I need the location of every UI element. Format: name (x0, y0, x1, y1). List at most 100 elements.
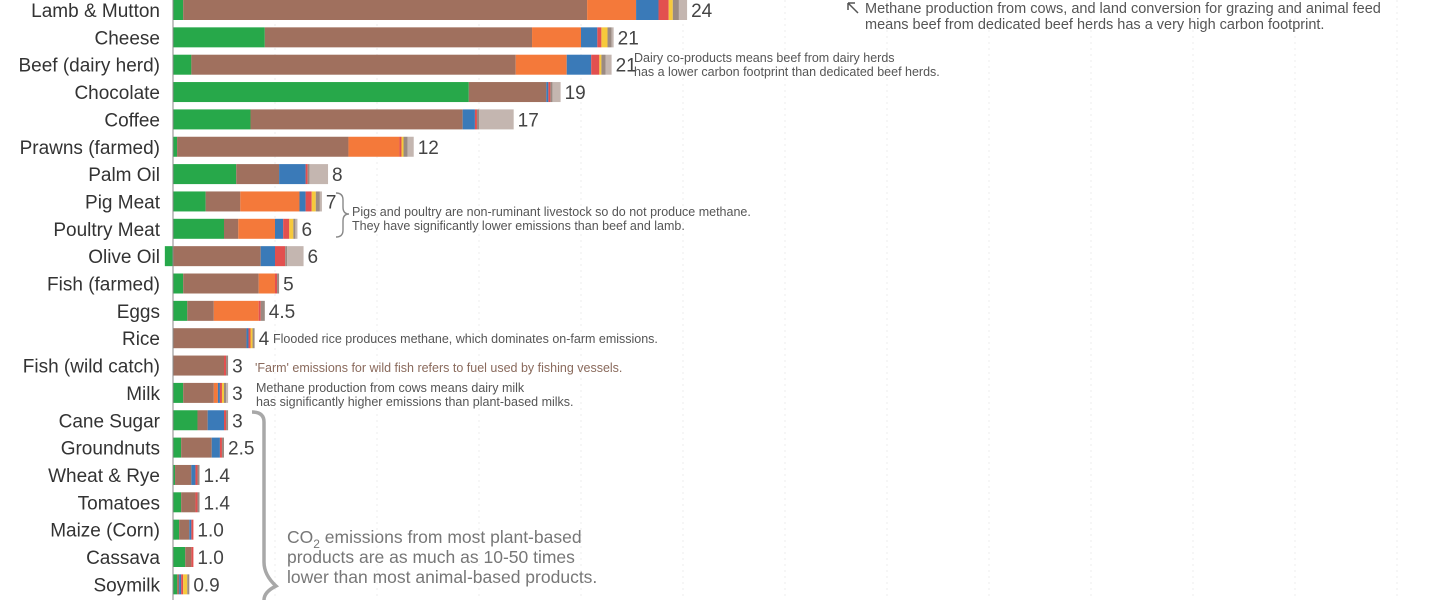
bar-segment (173, 355, 224, 376)
bar-segment (173, 519, 180, 540)
category-label: Chocolate (74, 83, 160, 104)
category-label: Coffee (104, 110, 160, 131)
bar-segment (636, 0, 659, 20)
bar-segment (238, 218, 275, 239)
bar-segment (597, 27, 602, 48)
bar-segment (295, 218, 298, 239)
category-label: Prawns (farmed) (20, 138, 160, 159)
bar-segment (175, 464, 192, 485)
category-label: Rice (122, 329, 160, 350)
bar-segment (183, 273, 259, 294)
plant-note-line2: products are as much as 10-50 times (287, 547, 575, 567)
bar-segment (177, 574, 180, 595)
bar-segment (258, 300, 261, 321)
bar-segment (173, 464, 176, 485)
bar-segment (552, 82, 561, 103)
bar-segment (250, 109, 463, 130)
category-label: Pig Meat (85, 192, 161, 213)
bars-group (164, 0, 688, 595)
value-label: 6 (301, 220, 312, 241)
category-label: Poultry Meat (53, 220, 160, 241)
bar-segment (403, 136, 408, 157)
value-label: 2.5 (228, 439, 254, 460)
bar-segment (479, 109, 514, 130)
fish-note: 'Farm' emissions for wild fish refers to… (255, 361, 622, 375)
value-label: 7 (326, 192, 337, 213)
bar-segment (164, 246, 173, 267)
bar-segment (532, 27, 581, 48)
bar-segment (226, 355, 229, 376)
bar-segment (275, 218, 284, 239)
bar-segment (195, 464, 198, 485)
bar-segment (187, 574, 190, 595)
bar-segment (213, 382, 218, 403)
bar-segment (219, 437, 222, 458)
value-label: 21 (616, 56, 637, 77)
bar-segment (462, 109, 475, 130)
value-label: 4 (259, 329, 270, 350)
category-label: Milk (126, 384, 160, 405)
bar-segment (248, 328, 251, 349)
bar-segment (264, 27, 533, 48)
bar-segment (236, 164, 280, 185)
bar-segment (305, 164, 308, 185)
bar-segment (283, 218, 290, 239)
bar-segment (550, 82, 553, 103)
value-label: 3 (232, 357, 243, 378)
bar-segment (183, 0, 588, 20)
value-label: 1.0 (197, 548, 223, 569)
bar-segment (173, 109, 251, 130)
bar-segment (226, 382, 229, 403)
bar-segment (468, 82, 547, 103)
bar-segment (678, 0, 688, 20)
gridlines (172, 0, 1398, 600)
value-label: 5 (283, 275, 294, 296)
category-label: Fish (farmed) (47, 275, 160, 296)
bar-segment (277, 273, 280, 294)
category-label: Maize (Corn) (50, 521, 160, 542)
bar-segment (348, 136, 400, 157)
bar-segment (299, 191, 306, 212)
bar-segment (221, 437, 224, 458)
value-label: 19 (565, 83, 586, 104)
bar-segment (601, 27, 608, 48)
category-label: Cheese (95, 28, 161, 49)
pigs-brace (335, 192, 350, 238)
bar-segment (181, 437, 212, 458)
top-note-arrow (847, 2, 859, 14)
category-label: Olive Oil (88, 247, 160, 268)
bar-segment (173, 164, 237, 185)
bar-segment (213, 300, 259, 321)
category-label: Lamb & Mutton (31, 1, 160, 22)
bar-segment (279, 164, 306, 185)
bar-segment (546, 82, 549, 103)
bar-segment (177, 136, 349, 157)
category-label: Cassava (86, 548, 160, 569)
category-label: Cane Sugar (59, 411, 161, 432)
bar-segment (173, 82, 469, 103)
bar-segment (658, 0, 669, 20)
category-label: Tomatoes (78, 493, 160, 514)
bar-segment (224, 410, 227, 431)
bar-segment (309, 164, 329, 185)
bar-segment (315, 191, 320, 212)
bar-segment (191, 464, 196, 485)
plant-brace (251, 410, 280, 600)
bar-segment (319, 191, 322, 212)
bar-segment (173, 54, 192, 75)
bar-segment (581, 27, 598, 48)
bar-segment (293, 218, 296, 239)
bar-segment (587, 0, 637, 20)
bar-segment (173, 136, 178, 157)
value-label: 3 (232, 384, 243, 405)
bar-segment (221, 382, 224, 403)
category-label: Groundnuts (61, 439, 160, 460)
bar-segment (219, 382, 222, 403)
bar-segment (275, 246, 286, 267)
bar-segment (173, 300, 188, 321)
bar-segment (173, 273, 184, 294)
category-label: Wheat & Rye (48, 466, 160, 487)
bar-segment (224, 382, 227, 403)
bar-segment (191, 547, 194, 567)
